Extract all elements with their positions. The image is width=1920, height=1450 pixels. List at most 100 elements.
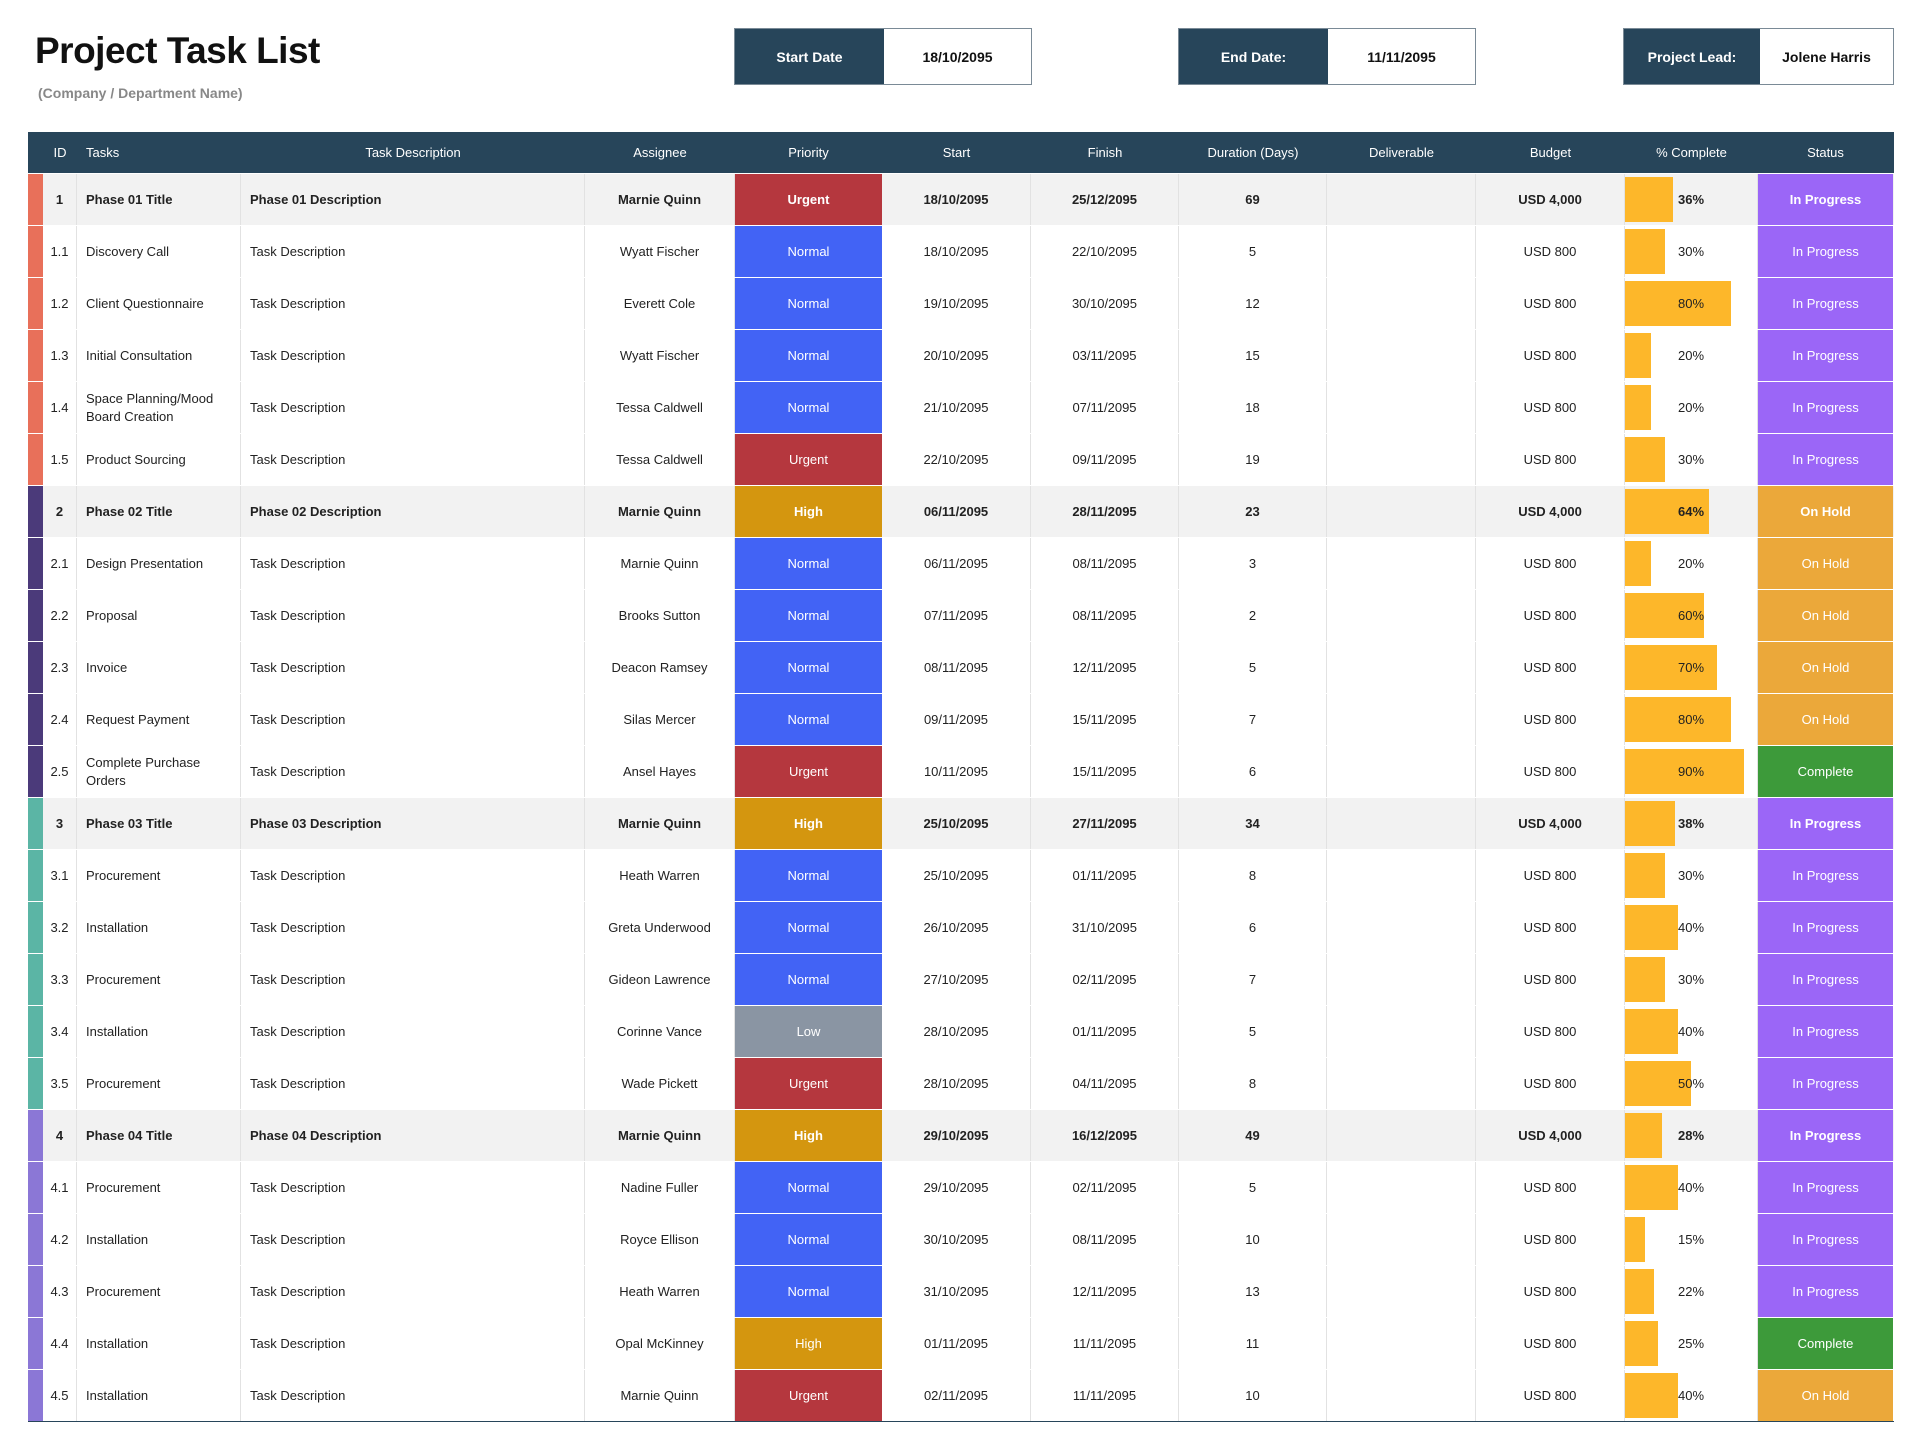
cell-deliverable[interactable] — [1327, 746, 1476, 797]
priority-badge[interactable]: Urgent — [735, 434, 882, 485]
column-header-deliverable[interactable]: Deliverable — [1368, 144, 1435, 160]
status-badge[interactable]: In Progress — [1758, 174, 1893, 225]
task-row[interactable]: 2.3 Invoice Task Description Deacon Ramsey N… — [28, 641, 1894, 693]
task-row[interactable]: 3.3 Procurement Task Description Gideon Law… — [28, 953, 1894, 1005]
priority-badge[interactable]: High — [735, 798, 882, 849]
priority-badge[interactable]: Normal — [735, 538, 882, 589]
phase-row[interactable]: 2 Phase 02 Title Phase 02 Description Marni… — [28, 485, 1894, 537]
cell-deliverable[interactable] — [1327, 798, 1476, 849]
status-badge[interactable]: In Progress — [1758, 278, 1893, 329]
priority-badge[interactable]: Urgent — [735, 1370, 882, 1421]
status-badge[interactable]: In Progress — [1758, 1162, 1893, 1213]
status-badge[interactable]: On Hold — [1758, 590, 1893, 641]
status-badge[interactable]: On Hold — [1758, 642, 1893, 693]
column-header-assignee[interactable]: Assignee — [633, 144, 687, 160]
cell-deliverable[interactable] — [1327, 538, 1476, 589]
task-row[interactable]: 3.1 Procurement Task Description Heath Warr… — [28, 849, 1894, 901]
task-row[interactable]: 2.1 Design Presentation Task Description Ma… — [28, 537, 1894, 589]
cell-deliverable[interactable] — [1327, 1318, 1476, 1369]
column-header-finish[interactable]: Finish — [1087, 144, 1123, 160]
column-header-task[interactable]: Tasks — [86, 144, 120, 160]
task-row[interactable]: 3.5 Procurement Task Description Wade Picke… — [28, 1057, 1894, 1109]
status-badge[interactable]: In Progress — [1758, 1110, 1893, 1161]
status-badge[interactable]: On Hold — [1758, 1370, 1893, 1421]
priority-badge[interactable]: High — [735, 1110, 882, 1161]
status-badge[interactable]: On Hold — [1758, 486, 1893, 537]
priority-badge[interactable]: Normal — [735, 590, 882, 641]
task-row[interactable]: 1.5 Product Sourcing Task Description Tessa… — [28, 433, 1894, 485]
task-row[interactable]: 1.2 Client Questionnaire Task Description E… — [28, 277, 1894, 329]
status-badge[interactable]: On Hold — [1758, 538, 1893, 589]
project-lead-value[interactable]: Jolene Harris — [1760, 29, 1893, 84]
cell-deliverable[interactable] — [1327, 226, 1476, 277]
status-badge[interactable]: In Progress — [1758, 226, 1893, 277]
priority-badge[interactable]: Normal — [735, 330, 882, 381]
status-badge[interactable]: In Progress — [1758, 434, 1893, 485]
priority-badge[interactable]: High — [735, 1318, 882, 1369]
cell-deliverable[interactable] — [1327, 590, 1476, 641]
status-badge[interactable]: In Progress — [1758, 902, 1893, 953]
cell-deliverable[interactable] — [1327, 954, 1476, 1005]
cell-deliverable[interactable] — [1327, 278, 1476, 329]
cell-deliverable[interactable] — [1327, 486, 1476, 537]
cell-deliverable[interactable] — [1327, 1110, 1476, 1161]
column-header-description[interactable]: Task Description — [365, 144, 461, 160]
priority-badge[interactable]: Normal — [735, 954, 882, 1005]
task-row[interactable]: 1.1 Discovery Call Task Description Wyatt F… — [28, 225, 1894, 277]
end-date-value[interactable]: 11/11/2095 — [1328, 29, 1475, 84]
status-badge[interactable]: In Progress — [1758, 850, 1893, 901]
cell-deliverable[interactable] — [1327, 1058, 1476, 1109]
task-row[interactable]: 4.5 Installation Task Description Marnie Qu… — [28, 1369, 1894, 1421]
priority-badge[interactable]: Urgent — [735, 174, 882, 225]
priority-badge[interactable]: Normal — [735, 1162, 882, 1213]
cell-deliverable[interactable] — [1327, 1266, 1476, 1317]
cell-deliverable[interactable] — [1327, 434, 1476, 485]
task-row[interactable]: 2.5 Complete Purchase Orders Task Descript… — [28, 745, 1894, 797]
status-badge[interactable]: In Progress — [1758, 1214, 1893, 1265]
column-header-start[interactable]: Start — [942, 144, 971, 160]
cell-deliverable[interactable] — [1327, 1006, 1476, 1057]
cell-deliverable[interactable] — [1327, 850, 1476, 901]
phase-row[interactable]: 4 Phase 04 Title Phase 04 Description Marni… — [28, 1109, 1894, 1161]
priority-badge[interactable]: Normal — [735, 642, 882, 693]
status-badge[interactable]: On Hold — [1758, 694, 1893, 745]
task-row[interactable]: 2.2 Proposal Task Description Brooks Sutton… — [28, 589, 1894, 641]
priority-badge[interactable]: Low — [735, 1006, 882, 1057]
column-header-id[interactable]: ID — [53, 144, 67, 160]
status-badge[interactable]: In Progress — [1758, 382, 1893, 433]
status-badge[interactable]: In Progress — [1758, 330, 1893, 381]
status-badge[interactable]: In Progress — [1758, 1058, 1893, 1109]
column-header-status[interactable]: Status — [1807, 144, 1844, 160]
task-row[interactable]: 4.2 Installation Task Description Royce Ell… — [28, 1213, 1894, 1265]
priority-badge[interactable]: Urgent — [735, 746, 882, 797]
column-header-priority[interactable]: Priority — [788, 144, 829, 160]
cell-deliverable[interactable] — [1327, 902, 1476, 953]
cell-deliverable[interactable] — [1327, 1214, 1476, 1265]
priority-badge[interactable]: Normal — [735, 226, 882, 277]
task-row[interactable]: 3.4 Installation Task Description Corinne V… — [28, 1005, 1894, 1057]
column-header-percent-complete[interactable]: % Complete — [1656, 144, 1727, 160]
task-row[interactable]: 1.4 Space Planning/Mood Board Creation Tas… — [28, 381, 1894, 433]
status-badge[interactable]: In Progress — [1758, 1006, 1893, 1057]
column-header-budget[interactable]: Budget — [1529, 144, 1572, 160]
priority-badge[interactable]: Urgent — [735, 1058, 882, 1109]
status-badge[interactable]: In Progress — [1758, 798, 1893, 849]
status-badge[interactable]: In Progress — [1758, 1266, 1893, 1317]
cell-deliverable[interactable] — [1327, 174, 1476, 225]
start-date-value[interactable]: 18/10/2095 — [884, 29, 1031, 84]
status-badge[interactable]: Complete — [1758, 1318, 1893, 1369]
priority-badge[interactable]: Normal — [735, 902, 882, 953]
cell-deliverable[interactable] — [1327, 1370, 1476, 1421]
task-row[interactable]: 4.1 Procurement Task Description Nadine Ful… — [28, 1161, 1894, 1213]
status-badge[interactable]: Complete — [1758, 746, 1893, 797]
priority-badge[interactable]: Normal — [735, 382, 882, 433]
task-row[interactable]: 4.3 Procurement Task Description Heath Warr… — [28, 1265, 1894, 1317]
priority-badge[interactable]: Normal — [735, 278, 882, 329]
task-row[interactable]: 2.4 Request Payment Task Description Silas … — [28, 693, 1894, 745]
cell-deliverable[interactable] — [1327, 330, 1476, 381]
priority-badge[interactable]: High — [735, 486, 882, 537]
cell-deliverable[interactable] — [1327, 642, 1476, 693]
phase-row[interactable]: 3 Phase 03 Title Phase 03 Description Marni… — [28, 797, 1894, 849]
task-row[interactable]: 3.2 Installation Task Description Greta Und… — [28, 901, 1894, 953]
task-row[interactable]: 4.4 Installation Task Description Opal McKi… — [28, 1317, 1894, 1369]
